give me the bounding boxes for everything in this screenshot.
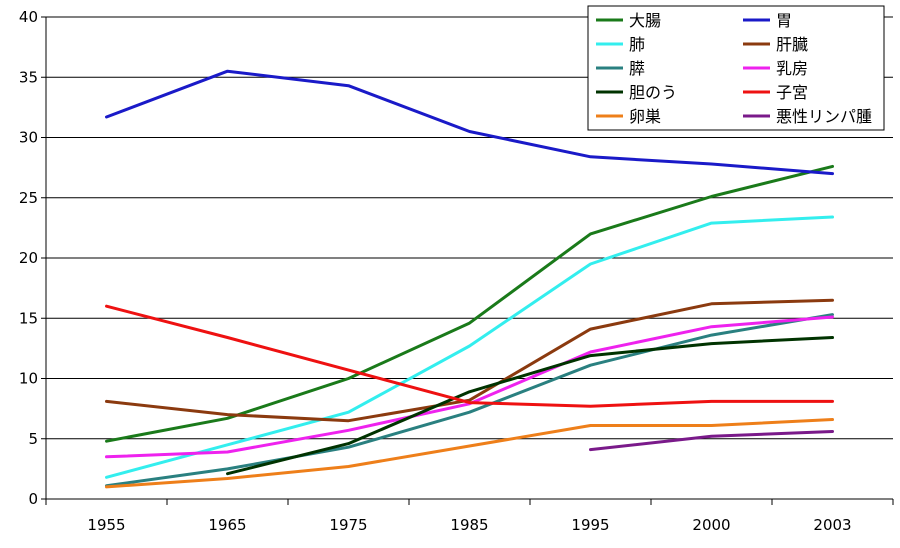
series-line-9 <box>589 430 834 452</box>
x-tick-label: 1995 <box>571 516 609 534</box>
legend-box <box>587 5 885 131</box>
x-tick-label: 1965 <box>208 516 246 534</box>
y-tick-label: 20 <box>19 249 38 267</box>
y-tick-label: 5 <box>28 430 38 448</box>
x-tick-label: 2003 <box>813 516 851 534</box>
legend-label: 肝臓 <box>776 35 808 54</box>
series-lines <box>105 69 834 489</box>
legend-label: 胃 <box>776 11 792 30</box>
y-tick-label: 10 <box>19 370 38 388</box>
y-tick-label: 40 <box>19 8 38 26</box>
legend-label: 肺 <box>629 35 645 54</box>
series-line-7 <box>105 304 834 408</box>
y-tick-label: 0 <box>28 490 38 508</box>
legend-label: 膵 <box>629 59 645 78</box>
x-tick-label: 1955 <box>87 516 125 534</box>
legend-label: 子宮 <box>776 83 808 102</box>
series-line-4 <box>105 313 834 488</box>
y-tick-label: 15 <box>19 309 38 327</box>
grid-lines <box>46 16 893 440</box>
series-line-3 <box>105 298 834 423</box>
axes: 0 5 10 15 20 25 30 35 40 1955 1965 1975 1985 1995 2000… <box>19 8 894 534</box>
series-line-2 <box>105 215 834 479</box>
x-tick-label: 2000 <box>692 516 730 534</box>
legend-label: 乳房 <box>776 59 808 78</box>
series-line-6 <box>226 336 834 476</box>
legend-label: 卵巣 <box>629 107 661 126</box>
series-line-8 <box>105 418 834 489</box>
legend-label: 胆のう <box>629 83 677 102</box>
series-line-0 <box>105 164 834 443</box>
y-tick-label: 35 <box>19 68 38 86</box>
x-tick-label: 1975 <box>329 516 367 534</box>
legend-label: 悪性リンパ腫 <box>776 107 872 126</box>
y-tick-label: 25 <box>19 189 38 207</box>
legend-label: 大腸 <box>629 11 661 30</box>
y-tick-label: 30 <box>19 129 38 147</box>
series-line-1 <box>105 69 834 176</box>
x-tick-label: 1985 <box>450 516 488 534</box>
